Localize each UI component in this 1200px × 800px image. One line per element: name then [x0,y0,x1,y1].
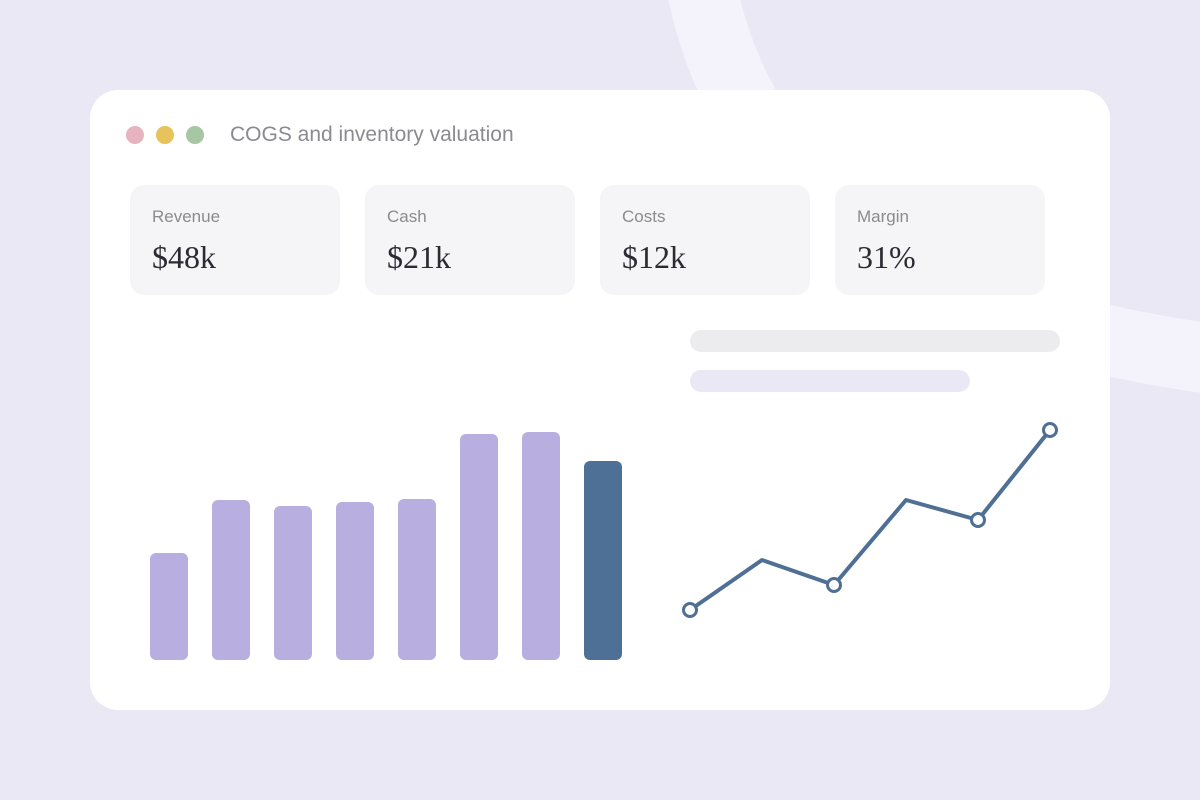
stat-card-cash[interactable]: Cash $21k [365,185,575,295]
stat-card-margin[interactable]: Margin 31% [835,185,1045,295]
window-close-dot[interactable] [126,126,144,144]
stat-card-revenue[interactable]: Revenue $48k [130,185,340,295]
stat-value: $21k [387,239,451,275]
bar-chart [150,432,622,660]
stat-value: $12k [622,239,686,275]
bar-8[interactable] [584,461,622,660]
window-title: COGS and inventory valuation [230,123,514,146]
stat-value: 31% [857,239,916,275]
stat-value: $48k [152,239,216,275]
dashboard-window: COGS and inventory valuation Revenue $48… [90,90,1110,710]
stat-card-costs[interactable]: Costs $12k [600,185,810,295]
bar-6[interactable] [460,434,498,660]
bar-5[interactable] [398,499,436,660]
stat-label: Cash [387,207,427,226]
bar-4[interactable] [336,502,374,660]
stat-label: Costs [622,207,666,226]
placeholder-text-line [690,370,970,392]
placeholder-text-line [690,330,1060,352]
window-minimize-dot[interactable] [156,126,174,144]
stat-label: Margin [857,207,909,226]
bar-2[interactable] [212,500,250,660]
bar-7[interactable] [522,432,560,660]
bar-3[interactable] [274,506,312,660]
bar-1[interactable] [150,553,188,660]
window-maximize-dot[interactable] [186,126,204,144]
stat-label: Revenue [152,207,221,226]
